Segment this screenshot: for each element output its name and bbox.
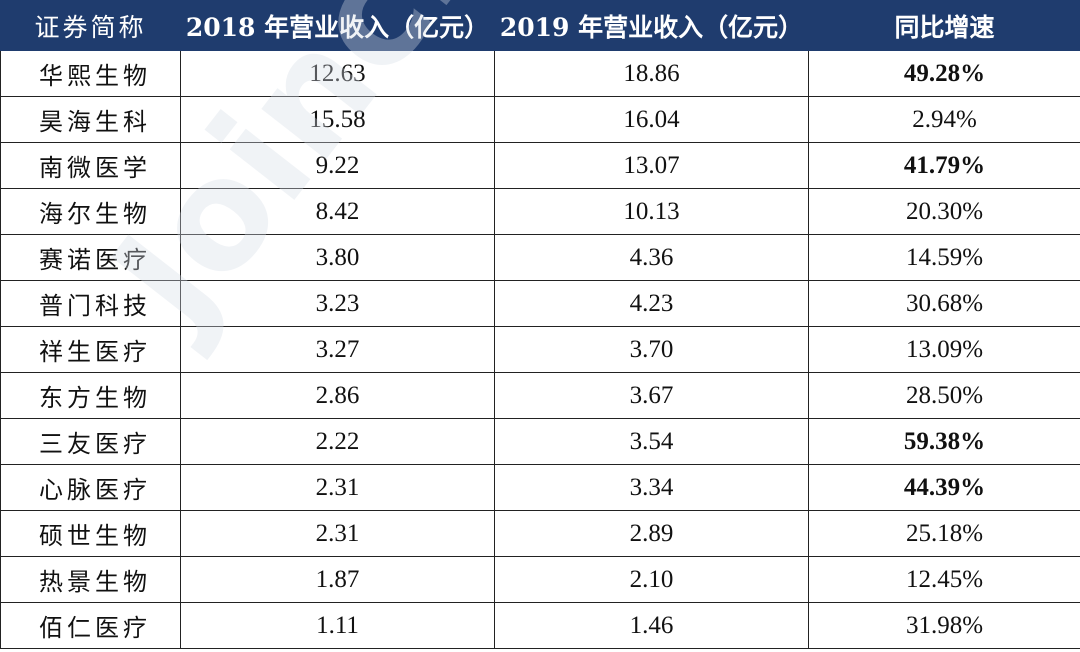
cell-security-name: 三友医疗 xyxy=(0,418,181,465)
cell-security-name: 心脉医疗 xyxy=(0,464,181,511)
cell-revenue-2019: 3.34 xyxy=(494,464,809,511)
cell-security-name: 佰仁医疗 xyxy=(0,602,181,649)
cell-revenue-2018: 2.31 xyxy=(180,510,495,557)
cell-revenue-2019: 4.23 xyxy=(494,280,809,327)
cell-yoy-growth: 28.50% xyxy=(808,372,1080,419)
header-row: 证券简称 2018 年营业收入（亿元） 2019 年营业收入（亿元） 同比增速 xyxy=(0,0,1080,51)
cell-revenue-2018: 15.58 xyxy=(180,96,495,143)
cell-revenue-2018: 3.80 xyxy=(180,234,495,281)
cell-security-name: 祥生医疗 xyxy=(0,326,181,373)
table-row: 硕世生物 2.31 2.89 25.18% xyxy=(0,510,1080,557)
table-row: 热景生物 1.87 2.10 12.45% xyxy=(0,556,1080,603)
table-row: 佰仁医疗 1.11 1.46 31.98% xyxy=(0,602,1080,649)
table-row: 南微医学 9.22 13.07 41.79% xyxy=(0,142,1080,189)
table-row: 赛诺医疗 3.80 4.36 14.59% xyxy=(0,234,1080,281)
header-revenue-2018: 2018 年营业收入（亿元） xyxy=(180,0,495,51)
cell-yoy-growth: 44.39% xyxy=(808,464,1080,511)
cell-revenue-2019: 3.70 xyxy=(494,326,809,373)
cell-security-name: 海尔生物 xyxy=(0,188,181,235)
cell-revenue-2019: 2.89 xyxy=(494,510,809,557)
cell-revenue-2019: 1.46 xyxy=(494,602,809,649)
cell-yoy-growth: 2.94% xyxy=(808,96,1080,143)
cell-yoy-growth: 31.98% xyxy=(808,602,1080,649)
header-security-name: 证券简称 xyxy=(0,0,181,51)
cell-revenue-2019: 3.54 xyxy=(494,418,809,465)
table-row: 三友医疗 2.22 3.54 59.38% xyxy=(0,418,1080,465)
cell-revenue-2019: 4.36 xyxy=(494,234,809,281)
cell-security-name: 昊海生科 xyxy=(0,96,181,143)
cell-yoy-growth: 59.38% xyxy=(808,418,1080,465)
cell-security-name: 赛诺医疗 xyxy=(0,234,181,281)
cell-revenue-2019: 10.13 xyxy=(494,188,809,235)
cell-yoy-growth: 20.30% xyxy=(808,188,1080,235)
cell-yoy-growth: 41.79% xyxy=(808,142,1080,189)
cell-revenue-2018: 3.23 xyxy=(180,280,495,327)
table-row: 海尔生物 8.42 10.13 20.30% xyxy=(0,188,1080,235)
cell-revenue-2019: 13.07 xyxy=(494,142,809,189)
header-yoy-growth: 同比增速 xyxy=(808,0,1080,51)
cell-revenue-2018: 8.42 xyxy=(180,188,495,235)
table-row: 华熙生物 12.63 18.86 49.28% xyxy=(0,50,1080,97)
table-row: 东方生物 2.86 3.67 28.50% xyxy=(0,372,1080,419)
cell-security-name: 东方生物 xyxy=(0,372,181,419)
cell-revenue-2018: 2.22 xyxy=(180,418,495,465)
cell-revenue-2019: 16.04 xyxy=(494,96,809,143)
table-row: 昊海生科 15.58 16.04 2.94% xyxy=(0,96,1080,143)
header-revenue-2019: 2019 年营业收入（亿元） xyxy=(494,0,809,51)
cell-security-name: 硕世生物 xyxy=(0,510,181,557)
cell-revenue-2018: 3.27 xyxy=(180,326,495,373)
cell-revenue-2019: 18.86 xyxy=(494,50,809,97)
cell-security-name: 南微医学 xyxy=(0,142,181,189)
cell-security-name: 华熙生物 xyxy=(0,50,181,97)
cell-security-name: 热景生物 xyxy=(0,556,181,603)
cell-revenue-2018: 2.31 xyxy=(180,464,495,511)
cell-revenue-2018: 12.63 xyxy=(180,50,495,97)
cell-yoy-growth: 30.68% xyxy=(808,280,1080,327)
table-row: 心脉医疗 2.31 3.34 44.39% xyxy=(0,464,1080,511)
cell-yoy-growth: 12.45% xyxy=(808,556,1080,603)
cell-yoy-growth: 13.09% xyxy=(808,326,1080,373)
cell-revenue-2018: 1.87 xyxy=(180,556,495,603)
cell-yoy-growth: 25.18% xyxy=(808,510,1080,557)
table-row: 普门科技 3.23 4.23 30.68% xyxy=(0,280,1080,327)
cell-security-name: 普门科技 xyxy=(0,280,181,327)
cell-revenue-2019: 2.10 xyxy=(494,556,809,603)
cell-revenue-2018: 1.11 xyxy=(180,602,495,649)
cell-yoy-growth: 49.28% xyxy=(808,50,1080,97)
cell-yoy-growth: 14.59% xyxy=(808,234,1080,281)
cell-revenue-2018: 2.86 xyxy=(180,372,495,419)
cell-revenue-2018: 9.22 xyxy=(180,142,495,189)
table-row: 祥生医疗 3.27 3.70 13.09% xyxy=(0,326,1080,373)
cell-revenue-2019: 3.67 xyxy=(494,372,809,419)
